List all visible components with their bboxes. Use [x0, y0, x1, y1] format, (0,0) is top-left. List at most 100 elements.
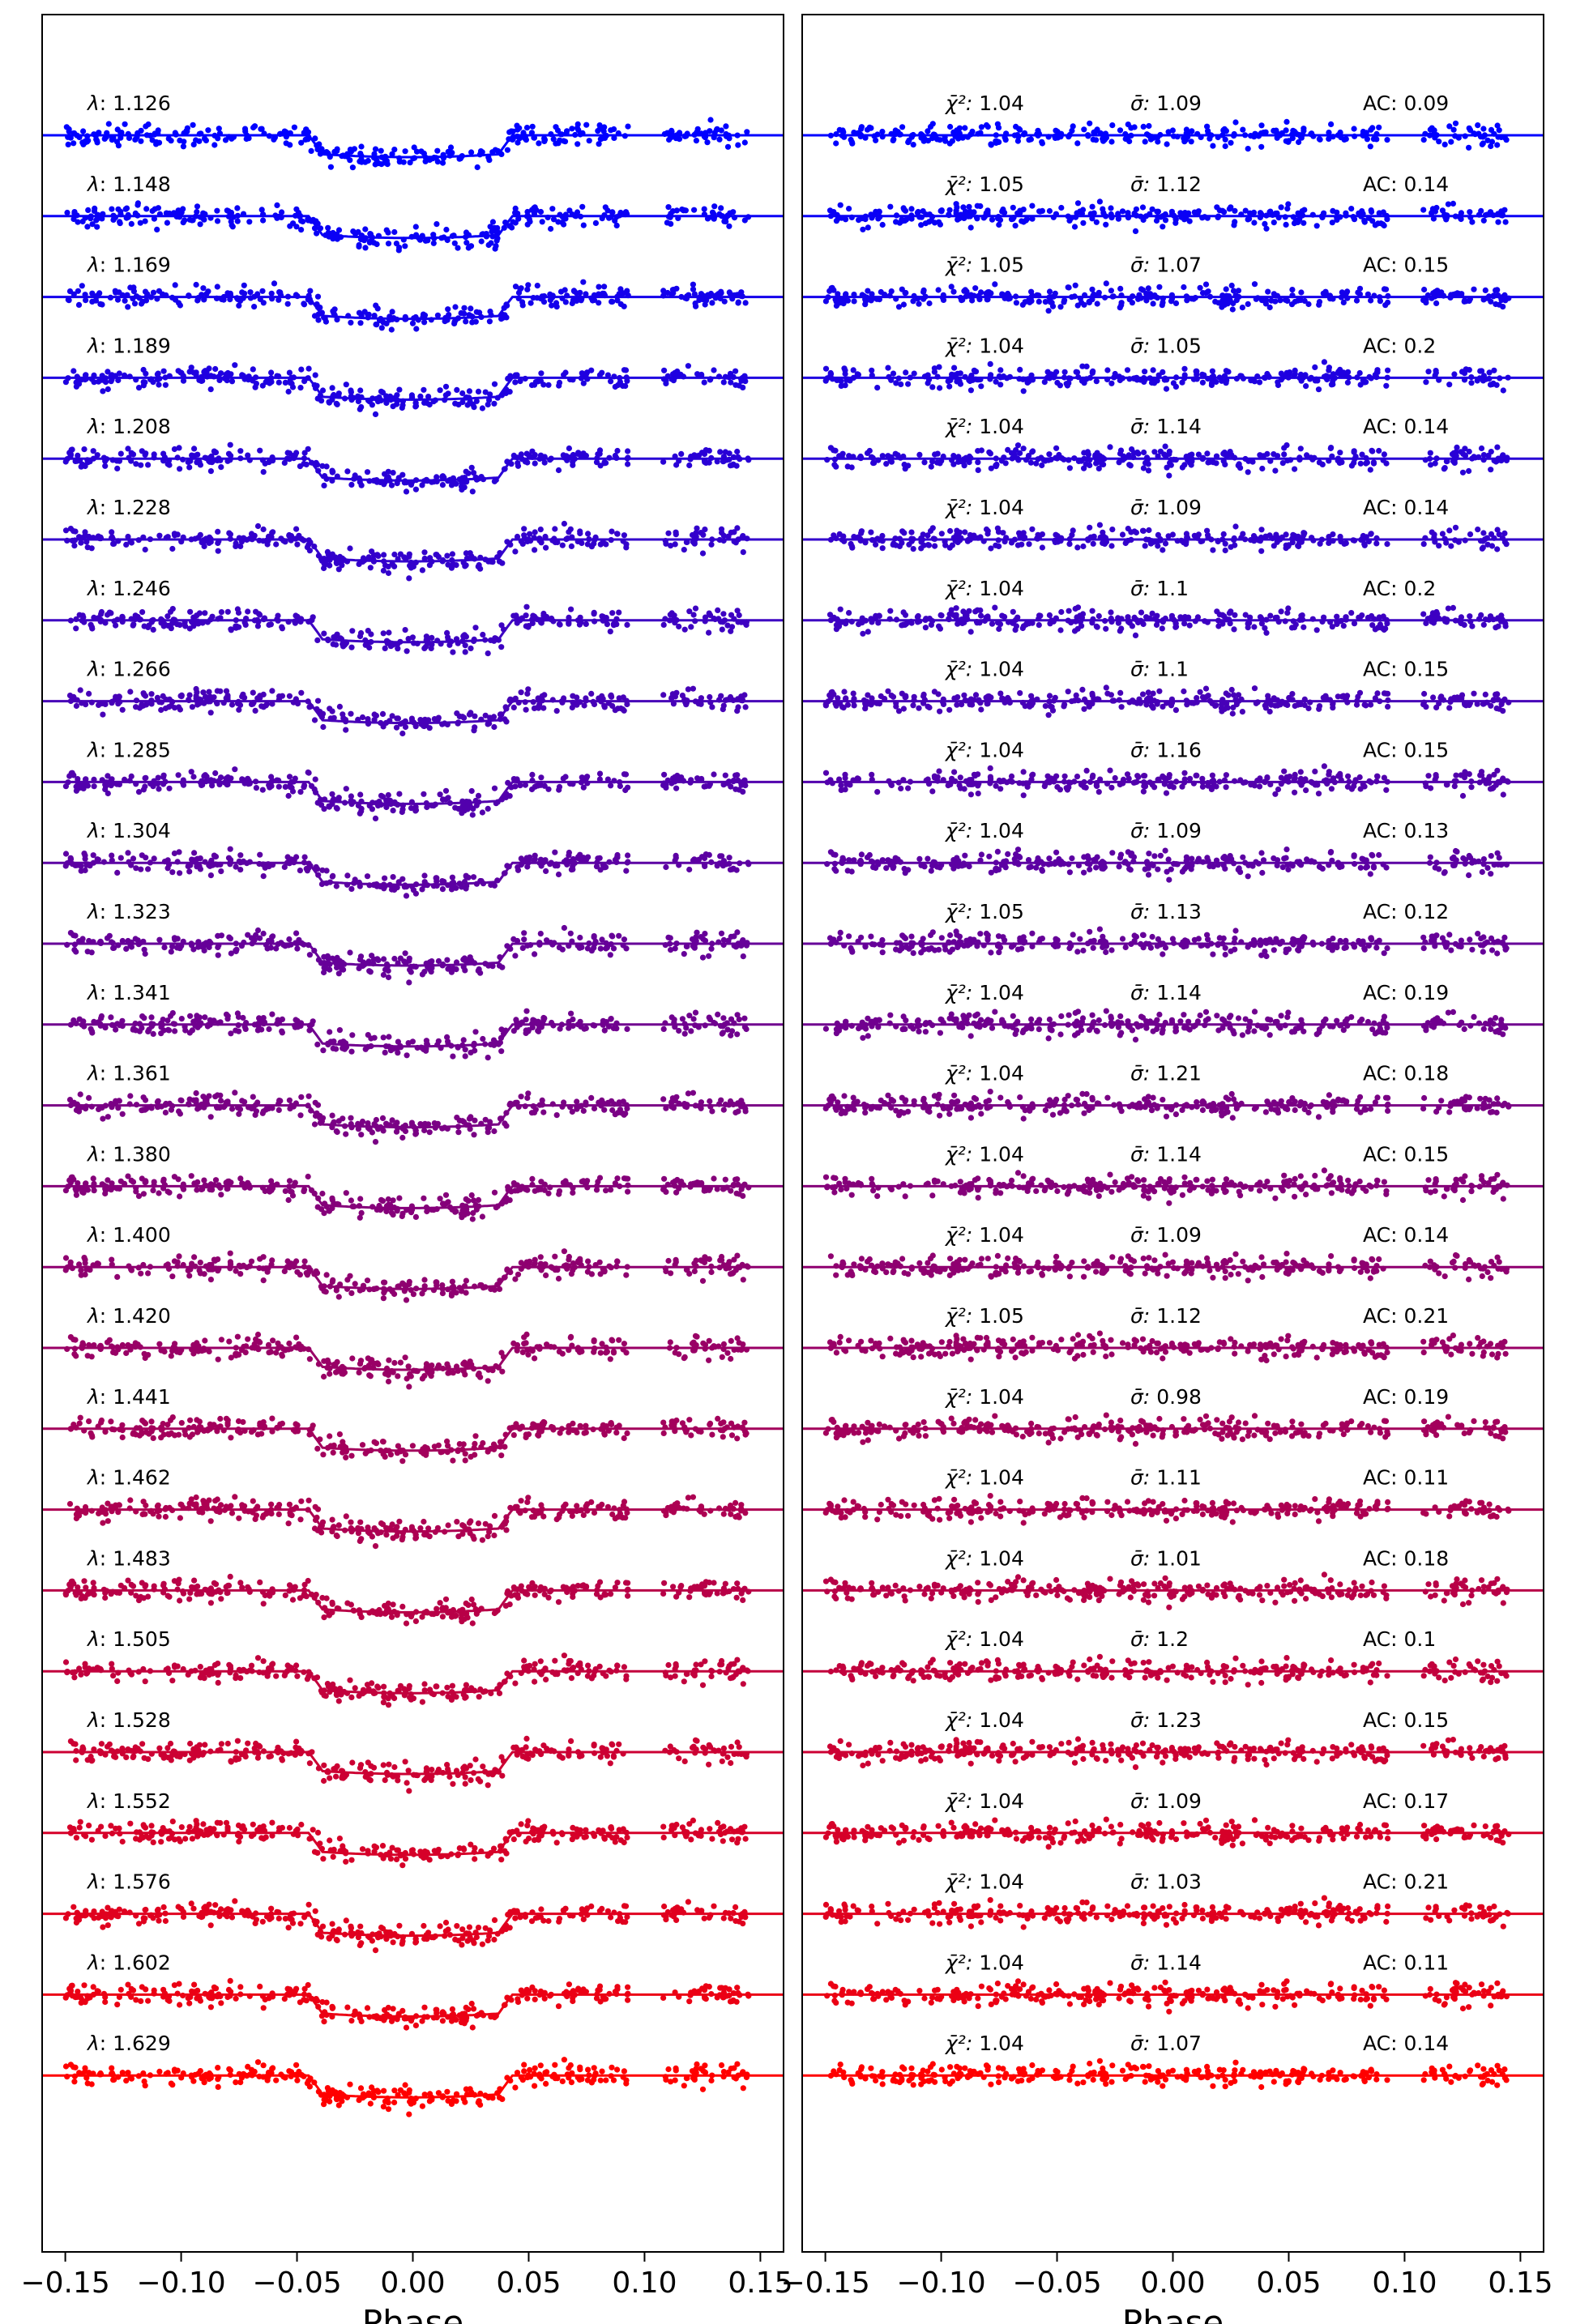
data-point: [479, 809, 486, 816]
data-point: [515, 867, 522, 873]
data-point: [227, 1250, 233, 1256]
data-point: [188, 769, 194, 775]
data-point: [623, 868, 630, 874]
data-point: [475, 792, 482, 800]
data-point: [194, 1013, 200, 1019]
data-point: [169, 1273, 176, 1280]
data-point: [312, 372, 318, 378]
data-point: [301, 450, 308, 456]
data-point: [402, 627, 408, 633]
data-point: [189, 452, 195, 458]
data-point: [461, 1212, 468, 1218]
data-point: [577, 1258, 583, 1264]
data-point: [188, 1173, 194, 1179]
data-point: [207, 1277, 214, 1283]
data-point: [601, 460, 608, 467]
data-point: [260, 873, 267, 880]
data-point: [156, 1341, 163, 1347]
data-point: [707, 1098, 713, 1105]
data-point: [298, 1094, 305, 1100]
data-point: [138, 866, 144, 872]
data-point: [591, 945, 597, 951]
data-point: [348, 644, 355, 650]
data-point: [512, 284, 519, 290]
data-point: [469, 812, 476, 818]
data-point: [218, 932, 224, 939]
data-point: [379, 1115, 387, 1121]
data-point: [334, 401, 340, 407]
data-point: [251, 532, 258, 539]
data-point: [421, 386, 427, 393]
data-point: [468, 464, 475, 471]
data-point: [409, 634, 416, 641]
data-point: [580, 222, 587, 228]
data-point: [156, 382, 162, 388]
data-point: [66, 773, 73, 779]
wavelength-label: λ: 1.169: [86, 254, 171, 277]
data-point: [302, 136, 309, 143]
data-point: [668, 1270, 674, 1277]
data-point: [294, 541, 301, 548]
data-point: [583, 122, 590, 128]
data-point: [190, 141, 197, 147]
data-point: [166, 785, 173, 791]
data-point: [660, 288, 667, 294]
data-point: [169, 1010, 176, 1017]
data-point: [378, 325, 385, 331]
data-point: [314, 697, 322, 704]
data-point: [380, 567, 387, 574]
data-point: [468, 305, 474, 312]
data-point: [700, 531, 707, 538]
data-point: [670, 1179, 677, 1186]
data-point: [449, 874, 456, 881]
data-point: [515, 463, 522, 469]
data-point: [411, 144, 417, 151]
data-point: [670, 775, 677, 782]
data-point: [254, 522, 262, 530]
data-point: [145, 866, 152, 872]
data-point: [348, 1115, 354, 1121]
data-point: [600, 290, 608, 297]
data-point: [227, 1259, 233, 1265]
data-point: [421, 312, 429, 318]
data-point: [523, 1008, 530, 1014]
data-point: [305, 769, 311, 776]
data-point: [347, 545, 353, 552]
data-point: [151, 1179, 157, 1185]
data-point: [352, 1281, 358, 1287]
data-point: [232, 1090, 238, 1096]
wavelength-value: : 1.169: [100, 254, 171, 277]
data-point: [701, 450, 708, 458]
data-point: [66, 693, 74, 699]
data-point: [574, 141, 581, 147]
data-point: [267, 784, 273, 791]
data-point: [599, 693, 605, 700]
data-point: [75, 219, 81, 225]
data-point: [155, 370, 161, 377]
data-point: [487, 224, 493, 230]
data-point: [625, 123, 631, 130]
data-point: [524, 208, 531, 215]
data-point: [370, 552, 378, 558]
wavelength-value: : 1.341: [100, 981, 171, 1004]
data-point: [321, 1358, 327, 1364]
data-point: [699, 1277, 707, 1284]
data-point: [367, 565, 374, 571]
data-point: [211, 449, 218, 456]
data-point: [248, 1258, 255, 1264]
data-point: [268, 369, 275, 376]
data-point: [127, 284, 134, 291]
data-point: [740, 1277, 746, 1283]
data-point: [193, 685, 199, 693]
data-point: [718, 930, 725, 936]
data-point: [524, 286, 531, 292]
data-point: [98, 611, 105, 617]
data-point: [364, 873, 371, 880]
data-point: [740, 937, 746, 944]
data-point: [343, 382, 349, 388]
data-point: [471, 1132, 477, 1138]
data-point: [133, 1027, 139, 1034]
data-point: [452, 400, 459, 407]
data-point: [84, 782, 91, 789]
data-point: [742, 300, 749, 306]
